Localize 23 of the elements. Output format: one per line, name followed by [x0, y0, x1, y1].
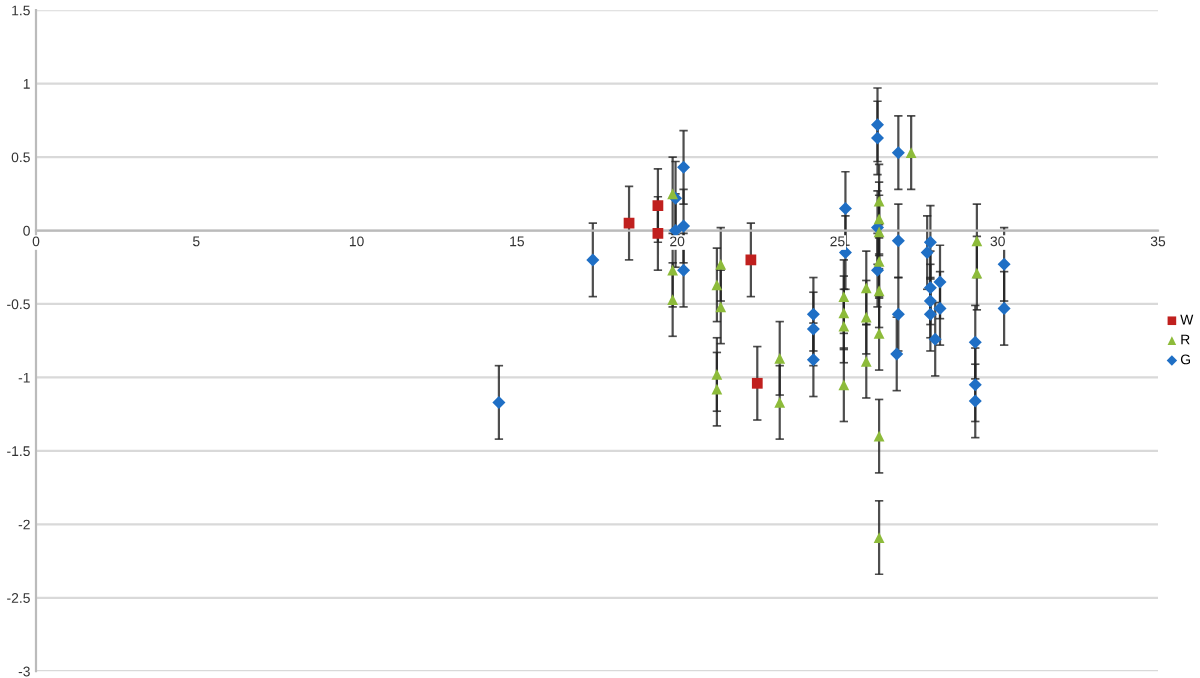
- point: [623, 217, 635, 229]
- point: [652, 228, 664, 239]
- point: [923, 307, 937, 321]
- point: [891, 146, 905, 160]
- point: [745, 254, 757, 266]
- point: [652, 200, 664, 211]
- point: [711, 279, 723, 291]
- point: [586, 253, 600, 267]
- point: [838, 379, 850, 391]
- point: [870, 131, 885, 145]
- point: [677, 160, 691, 174]
- point: [968, 394, 982, 408]
- point: [905, 147, 917, 159]
- point: [891, 234, 905, 248]
- point: [838, 307, 850, 319]
- point: [873, 532, 885, 543]
- point: [933, 275, 947, 289]
- point: [711, 383, 723, 395]
- point: [711, 369, 723, 380]
- point: [873, 430, 885, 442]
- point: [751, 377, 763, 389]
- point: [492, 395, 506, 409]
- point: [870, 118, 885, 132]
